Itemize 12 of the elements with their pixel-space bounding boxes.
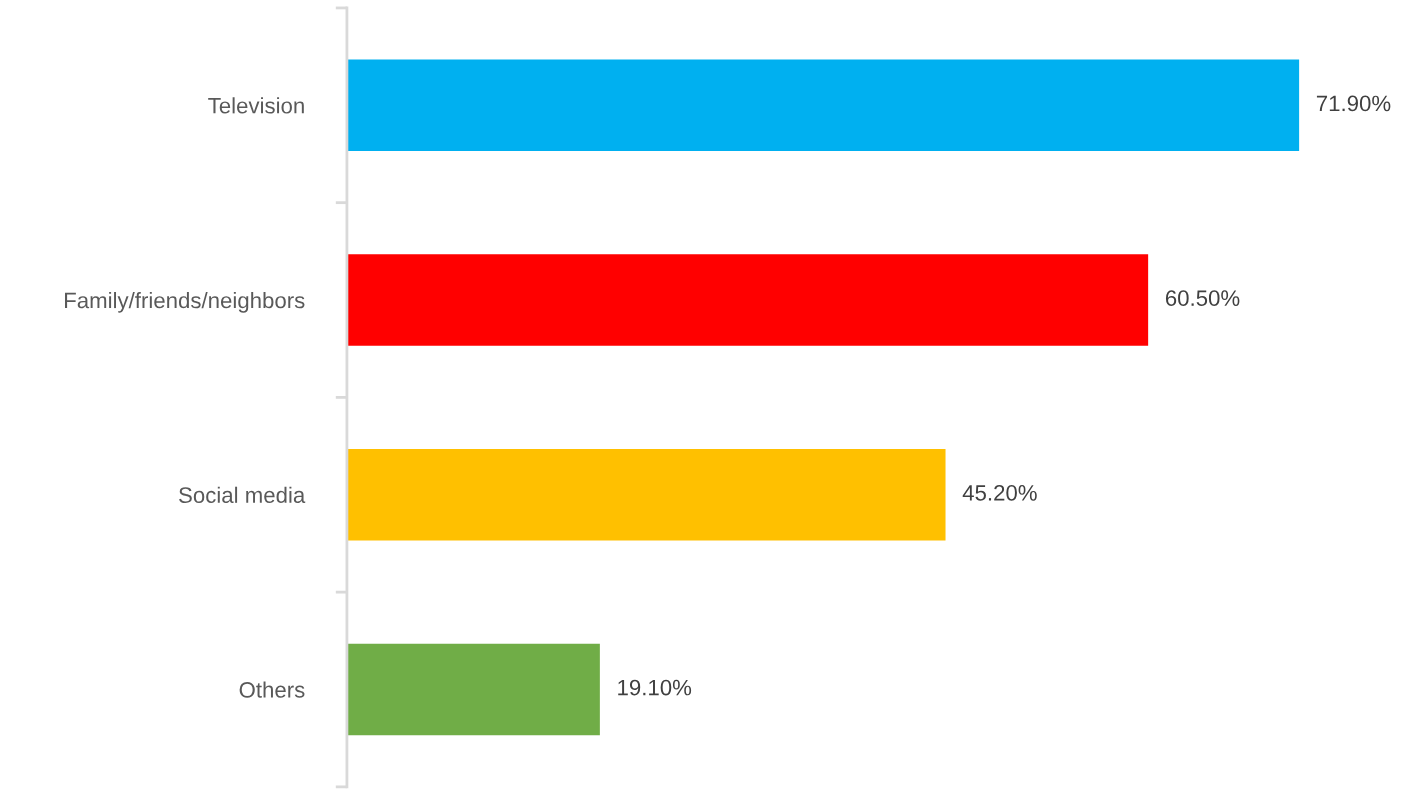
bar bbox=[346, 254, 1149, 346]
y-tick-label: Social media bbox=[179, 486, 306, 504]
data-label: 19.10% bbox=[618, 679, 692, 696]
data-label: 45.20% bbox=[962, 484, 1037, 501]
bar bbox=[346, 449, 946, 541]
y-tick-label: Television bbox=[208, 97, 304, 114]
data-label: 71.90% bbox=[1316, 95, 1391, 112]
y-tick-label: Family/friends/neighbors bbox=[65, 291, 305, 313]
y-tick-label: Others bbox=[239, 681, 305, 698]
bar bbox=[346, 643, 600, 736]
data-label: 60.50% bbox=[1165, 290, 1240, 306]
bar bbox=[346, 59, 1300, 152]
